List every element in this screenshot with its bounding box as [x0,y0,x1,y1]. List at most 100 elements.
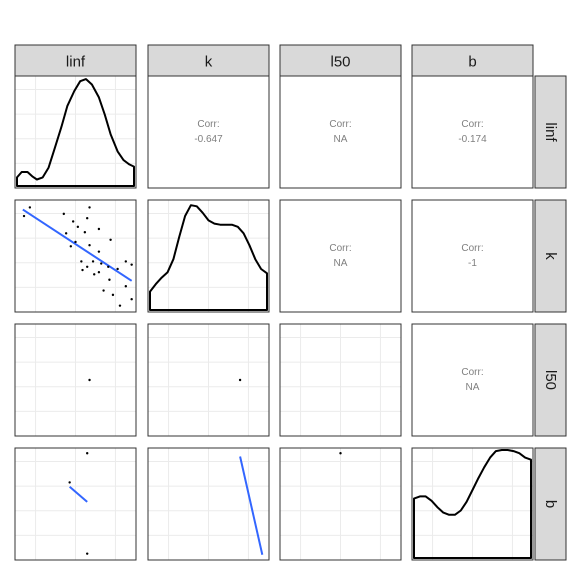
panel-border [147,75,270,189]
data-point [62,212,65,216]
data-point [83,231,87,234]
strip-col-l50 [279,44,402,77]
corr-value: -0.647 [194,134,223,145]
data-point [118,304,122,307]
panel-border [411,75,534,189]
corr-value: -1 [468,258,477,269]
data-point [130,263,133,266]
panel-linf-linf [14,75,137,189]
strip-col-b [411,44,534,77]
strip-col-label-linf: linf [66,54,86,71]
data-point [130,298,133,301]
density-curve [16,78,135,187]
data-point [88,206,91,209]
strip-row-label-l50: l50 [542,370,559,390]
panel-linf-b: Corr: -0.174 [411,75,534,189]
strip-row-k [534,199,567,313]
corr-value: -0.174 [458,134,487,145]
panel-border [147,199,270,313]
corr-value: NA [334,258,348,269]
panel-b-l50 [279,447,402,561]
strip-col-k [147,44,270,77]
panel-l50-b: Corr: NA [411,323,534,437]
panel-bg [412,200,533,312]
panel-b-k [147,447,270,561]
fit-line [239,456,264,555]
panel-border [411,199,534,313]
panel-bg [280,76,401,188]
data-point [71,220,75,223]
data-point [76,225,80,229]
corr-value: NA [466,382,480,393]
data-point [97,227,101,231]
strip-col-label-l50: l50 [330,54,350,71]
panel-bg [412,76,533,188]
data-point [109,238,112,241]
strip-row-linf [534,75,567,189]
data-point [339,452,342,455]
data-point [74,240,77,244]
strip-col-label-k: k [205,54,213,71]
data-point [86,265,89,268]
strip-row-label-b: b [542,500,559,508]
panel-border [14,199,137,313]
data-point [69,245,73,248]
data-point [86,217,89,220]
panel-border [14,447,137,561]
panel-border [279,199,402,313]
data-point [97,271,101,274]
data-point [116,267,119,271]
panel-border [147,447,270,561]
strip-col-linf [14,44,137,77]
data-point [86,452,89,455]
panel-border [279,323,402,437]
data-point [124,260,128,263]
data-point [64,232,68,235]
data-point [111,293,115,297]
panel-border [411,323,534,437]
data-point [100,262,103,265]
panel-bg [280,200,401,312]
panel-b-linf [14,447,137,561]
data-point [22,214,26,218]
corr-label: Corr: [329,119,351,130]
panel-l50-linf [14,323,137,437]
corr-label: Corr: [461,119,483,130]
strip-col-label-b: b [468,54,476,71]
panel-border [147,323,270,437]
data-point [88,244,91,247]
panel-k-b: Corr: -1 [411,199,534,313]
data-point [91,260,95,263]
corr-label: Corr: [461,243,483,254]
data-point [102,289,105,292]
data-point [28,206,32,209]
data-point [88,378,91,382]
fit-line [68,485,88,503]
data-point [238,378,242,382]
panel-k-linf [14,199,137,313]
panel-l50-l50 [279,323,402,437]
panel-k-l50: Corr: NA [279,199,402,313]
corr-label: Corr: [461,367,483,378]
panel-linf-k: Corr: -0.647 [147,75,270,189]
corr-label: Corr: [197,119,219,130]
panel-b-b [411,447,534,561]
panel-bg [148,76,269,188]
density-curve [413,449,532,559]
fit-line [22,208,133,282]
data-point [108,278,111,281]
panel-border [411,447,534,561]
panel-k-k [147,199,270,313]
corr-value: NA [334,134,348,145]
panel-border [279,447,402,561]
panel-linf-l50: Corr: NA [279,75,402,189]
data-point [86,552,89,555]
panel-border [279,75,402,189]
data-point [68,481,71,484]
panel-border [14,75,137,189]
strip-row-label-k: k [542,252,559,260]
data-point [97,250,101,253]
data-point [81,268,84,272]
strip-row-b [534,447,567,561]
